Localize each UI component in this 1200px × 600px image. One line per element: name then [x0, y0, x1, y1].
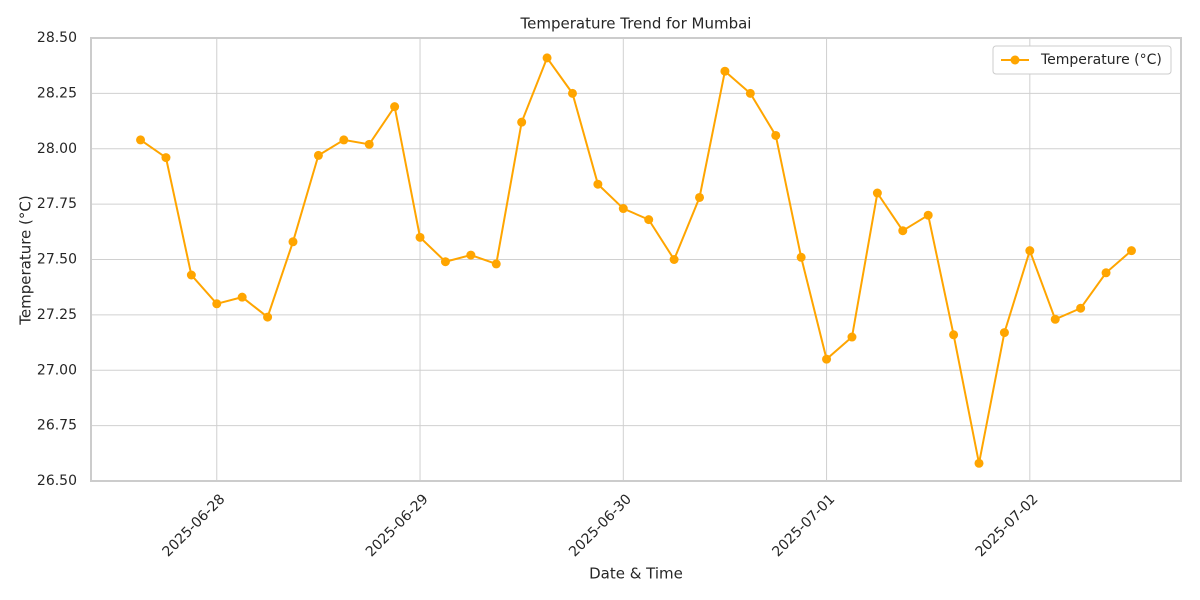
data-point: [593, 179, 603, 189]
chart-title: Temperature Trend for Mumbai: [520, 15, 752, 33]
data-point: [974, 458, 984, 468]
y-tick-label: 26.75: [37, 418, 77, 434]
data-point: [1050, 314, 1060, 324]
data-point: [339, 135, 349, 145]
data-point: [745, 88, 755, 98]
data-point: [949, 330, 959, 340]
y-tick-label: 27.00: [37, 362, 77, 378]
y-tick-label: 27.75: [37, 196, 77, 212]
data-point: [1076, 303, 1086, 313]
y-tick-label: 26.50: [37, 473, 77, 489]
data-point: [567, 88, 577, 98]
x-tick-label: 2025-06-28: [160, 491, 229, 560]
data-point: [440, 257, 450, 267]
y-axis-label: Temperature (°C): [17, 195, 35, 325]
data-point: [669, 255, 679, 264]
x-tick-label: 2025-07-02: [973, 491, 1042, 560]
y-tick-label: 27.25: [37, 307, 77, 323]
series-line: [139, 55, 1133, 464]
data-point: [771, 130, 781, 140]
data-point: [466, 250, 476, 260]
x-tick-label: 2025-06-30: [566, 491, 635, 560]
data-point: [263, 312, 273, 322]
legend-label: Temperature (°C): [1040, 52, 1162, 68]
data-point: [313, 150, 323, 160]
data-point: [415, 232, 425, 242]
data-point: [999, 328, 1009, 338]
y-tick-label: 28.25: [37, 85, 77, 101]
data-point: [796, 252, 806, 262]
data-point: [847, 332, 857, 342]
data-point: [1025, 246, 1035, 256]
data-point: [872, 188, 882, 198]
legend-box: [992, 45, 1172, 75]
data-point: [618, 204, 628, 214]
data-point: [212, 299, 222, 309]
data-point: [542, 53, 552, 63]
data-point: [161, 153, 171, 163]
data-point: [1101, 268, 1111, 278]
y-tick-label: 28.00: [37, 141, 77, 157]
data-point: [364, 139, 374, 149]
data-point: [288, 237, 298, 247]
data-point: [237, 292, 247, 302]
data-point: [720, 66, 730, 76]
y-tick-label: 28.50: [37, 30, 77, 46]
data-point: [390, 102, 400, 112]
x-tick-label: 2025-07-01: [769, 491, 838, 560]
x-tick-label: 2025-06-29: [363, 491, 432, 560]
data-point: [923, 210, 933, 220]
data-point: [898, 226, 908, 236]
plot-frame: [90, 37, 1182, 482]
data-point: [695, 192, 705, 202]
y-tick-label: 27.50: [37, 252, 77, 268]
data-point: [186, 270, 196, 280]
data-point: [491, 259, 501, 269]
data-point: [822, 354, 832, 364]
data-point: [517, 117, 527, 127]
x-axis-label: Date & Time: [589, 565, 683, 583]
data-point: [136, 135, 146, 145]
data-point: [1126, 246, 1136, 256]
data-point: [644, 215, 654, 225]
legend-marker: [1010, 55, 1020, 65]
